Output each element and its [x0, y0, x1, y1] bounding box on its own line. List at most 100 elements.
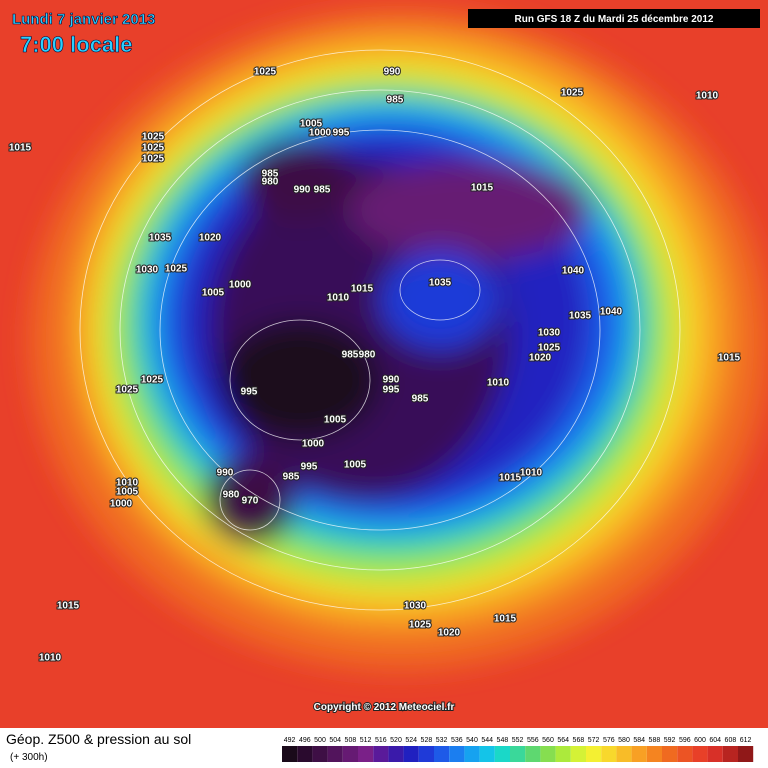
- isobar-label: 980: [223, 490, 240, 501]
- scale-swatch: [312, 746, 328, 762]
- isobar-label: 1030: [404, 601, 427, 612]
- scale-label: 540: [466, 737, 478, 744]
- scale-swatch: [327, 746, 343, 762]
- scale-label: 524: [405, 737, 417, 744]
- scale-label: 492: [284, 737, 296, 744]
- isobar-label: 1000: [309, 128, 332, 139]
- isobar-label: 1000: [229, 280, 252, 291]
- scale-label: 592: [664, 737, 676, 744]
- scale-label: 548: [497, 737, 509, 744]
- isobar-label: 1025: [254, 67, 277, 78]
- scale-label: 516: [375, 737, 387, 744]
- isobar-label: 1030: [538, 328, 561, 339]
- isobar-label: 1015: [494, 614, 517, 625]
- scale-label: 556: [527, 737, 539, 744]
- scale-swatch: [707, 746, 723, 762]
- scale-swatch: [479, 746, 495, 762]
- scale-swatch: [616, 746, 632, 762]
- scale-swatch: [525, 746, 541, 762]
- isobar-label: 970: [242, 496, 259, 507]
- isobar-label: 1010: [487, 378, 510, 389]
- isobar-label: 1040: [562, 266, 585, 277]
- isobar-label: 1025: [538, 343, 561, 354]
- isobar-label: 1025: [409, 620, 432, 631]
- scale-label: 604: [709, 737, 721, 744]
- isobar-label: 1025: [141, 375, 164, 386]
- isobar-label: 1005: [324, 415, 347, 426]
- isobar-label: 990: [384, 67, 401, 78]
- isobar-label: 1000: [302, 439, 325, 450]
- isobar-label: 1005: [116, 487, 139, 498]
- scale-label: 608: [725, 737, 737, 744]
- date: Lundi 7 janvier 2013: [12, 11, 155, 28]
- isobar-label: 990: [294, 185, 311, 196]
- isobar-label: 995: [241, 387, 258, 398]
- scale-swatch: [646, 746, 662, 762]
- isobar-label: 1010: [39, 653, 62, 664]
- isobar-label: 995: [301, 462, 318, 473]
- isobar-label: 1030: [136, 265, 159, 276]
- scale-swatch: [738, 746, 754, 762]
- isobar-label: 1015: [57, 601, 80, 612]
- isobar-label: 985: [342, 350, 359, 361]
- legend-subtitle: (+ 300h): [10, 752, 48, 763]
- isobar-label: 1015: [718, 353, 741, 364]
- scale-swatch: [373, 746, 389, 762]
- isobar-label: 990: [217, 468, 234, 479]
- scale-swatch: [418, 746, 434, 762]
- color-scale: 492 496 500 504 508 512 516 520 524 528 532 536 540 5…: [282, 737, 754, 762]
- isobar-label: 1020: [438, 628, 461, 639]
- isobar-label: 1005: [344, 460, 367, 471]
- run-box: [468, 9, 760, 28]
- isobar-label: 1015: [471, 183, 494, 194]
- scale-swatch: [449, 746, 465, 762]
- isobar-label: 1010: [520, 468, 543, 479]
- scale-label: 596: [679, 737, 691, 744]
- isobar-label: 1020: [199, 233, 222, 244]
- isobar-label: 985: [412, 394, 429, 405]
- isobar-label: 1040: [600, 307, 623, 318]
- isobar-label: 1010: [116, 478, 139, 489]
- scale-swatch: [494, 746, 510, 762]
- scale-label: 584: [633, 737, 645, 744]
- isobar-label: 1005: [202, 288, 225, 299]
- isobar-label: 1000: [110, 499, 133, 510]
- map-field: [0, 0, 768, 728]
- scale-swatch: [601, 746, 617, 762]
- scale-label: 552: [512, 737, 524, 744]
- isobar-label: 985: [262, 169, 279, 180]
- isobar-label: 985: [387, 95, 404, 106]
- scale-label: 612: [740, 737, 752, 744]
- scale-label: 528: [421, 737, 433, 744]
- scale-label: 508: [345, 737, 357, 744]
- isobar-label: 980: [359, 350, 376, 361]
- scale-label: 576: [603, 737, 615, 744]
- scale-label: 520: [390, 737, 402, 744]
- scale-label: 532: [436, 737, 448, 744]
- scale-swatch: [570, 746, 586, 762]
- scale-swatch: [297, 746, 313, 762]
- scale-swatch: [403, 746, 419, 762]
- isobar-label: 1035: [429, 278, 452, 289]
- scale-swatch: [631, 746, 647, 762]
- scale-label: 504: [329, 737, 341, 744]
- scale-label: 600: [694, 737, 706, 744]
- scale-label: 544: [481, 737, 493, 744]
- scale-label: 500: [314, 737, 326, 744]
- scale-swatch: [464, 746, 480, 762]
- copyright: Copyright © 2012 Meteociel.fr: [314, 702, 455, 713]
- legend-title: Géop. Z500 & pression au sol: [6, 731, 191, 747]
- scale-swatch: [282, 746, 298, 762]
- isobar-label: 1015: [9, 143, 32, 154]
- isobar-label: 1015: [351, 284, 374, 295]
- scale-label: 580: [618, 737, 630, 744]
- isobar-label: 1025: [142, 154, 165, 165]
- scale-swatch: [586, 746, 602, 762]
- scale-swatch: [677, 746, 693, 762]
- scale-label: 564: [557, 737, 569, 744]
- isobar-label: 1025: [116, 385, 139, 396]
- isobar-label: 995: [383, 385, 400, 396]
